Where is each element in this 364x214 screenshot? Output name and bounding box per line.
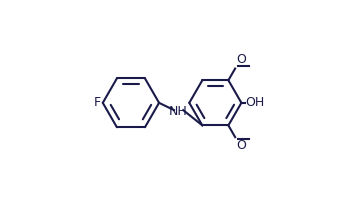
Text: OH: OH <box>245 96 264 109</box>
Text: O: O <box>236 139 246 152</box>
Text: NH: NH <box>169 105 188 118</box>
Text: F: F <box>94 96 101 109</box>
Text: O: O <box>236 54 246 67</box>
